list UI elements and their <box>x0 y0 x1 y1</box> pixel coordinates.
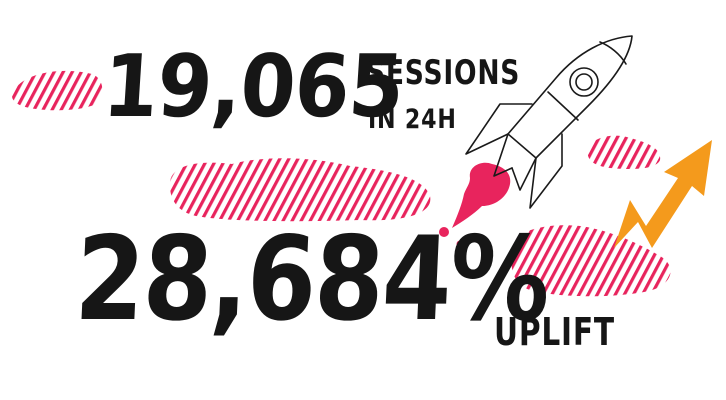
uplift-percentage: 28,684% <box>72 212 552 347</box>
striped-cloud-center <box>169 158 431 222</box>
striped-cloud-right-small <box>587 135 661 170</box>
sessions-count: 19,065 <box>100 37 407 137</box>
striped-cloud-top-left <box>12 70 103 111</box>
rocket-flame <box>439 162 511 248</box>
rocket-icon <box>465 35 633 209</box>
sessions-period-label: IN 24H <box>368 104 457 135</box>
striped-cloud-bottom-right <box>511 225 671 297</box>
sessions-label: SESSIONS <box>366 53 521 93</box>
trend-up-arrow-icon <box>614 140 712 248</box>
uplift-label: UPLIFT <box>494 310 615 354</box>
